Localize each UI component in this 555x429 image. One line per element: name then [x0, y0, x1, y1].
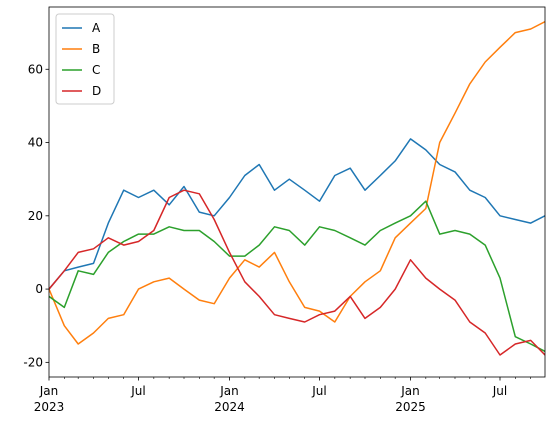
y-tick-label: 20 — [28, 209, 43, 223]
x-tick-year-label: 2023 — [34, 400, 65, 414]
x-tick-label: Jan — [39, 384, 59, 398]
y-axis: -20 0 20 40 60 — [23, 62, 49, 369]
plot-frame — [48, 6, 546, 378]
x-tick-label: Jan — [219, 384, 239, 398]
x-tick-label: Jul — [311, 384, 326, 398]
series-line-c — [49, 200, 545, 353]
legend-label-c: C — [92, 63, 100, 77]
series-line-b — [49, 20, 545, 345]
x-tick-label: Jan — [400, 384, 420, 398]
y-tick-label: 60 — [28, 62, 43, 76]
x-tick-year-label: 2025 — [395, 400, 426, 414]
y-tick-label: 0 — [35, 282, 43, 296]
legend-label-a: A — [92, 21, 101, 35]
series-line-d — [49, 189, 545, 356]
legend-label-d: D — [92, 84, 101, 98]
x-tick-label: Jul — [130, 384, 145, 398]
legend-box — [55, 13, 115, 105]
y-tick-label: 40 — [28, 136, 43, 150]
y-tick-label: -20 — [23, 355, 43, 369]
x-tick-label: Jul — [492, 384, 507, 398]
series-line-a — [49, 138, 545, 290]
x-axis: Jan 2023 Jul Jan 2024 Jul Jan 2025 Jul — [34, 377, 531, 414]
legend-label-b: B — [92, 42, 100, 56]
series-layer — [49, 20, 545, 356]
x-tick-year-label: 2024 — [214, 400, 245, 414]
